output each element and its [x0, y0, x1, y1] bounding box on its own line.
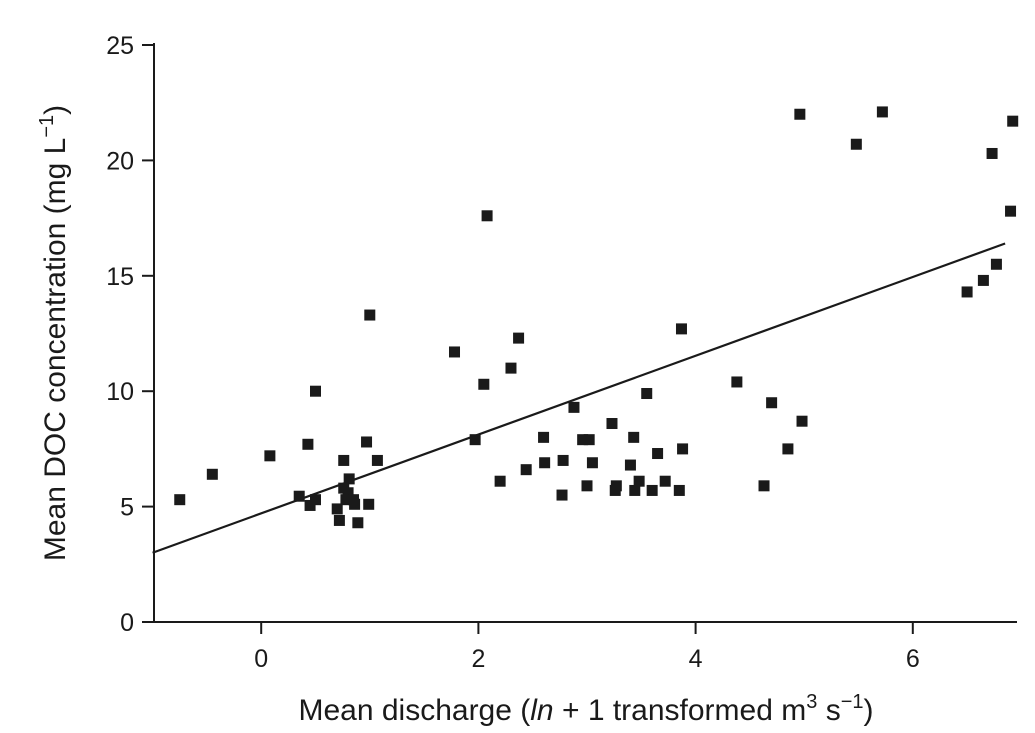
data-point: [505, 362, 517, 374]
y-tick-label: 5: [120, 494, 134, 522]
data-point: [349, 498, 361, 510]
data-point: [342, 487, 354, 499]
data-point: [513, 332, 525, 344]
data-point: [340, 494, 352, 506]
data-point: [876, 106, 888, 118]
x-tick-label: 6: [906, 645, 920, 673]
trendline-group: [152, 242, 1006, 554]
data-point: [850, 138, 862, 150]
data-point: [659, 475, 671, 487]
data-point: [338, 454, 350, 466]
data-points: [174, 106, 1019, 529]
data-point: [371, 454, 383, 466]
data-point: [556, 489, 568, 501]
x-tick-label: 0: [254, 645, 268, 673]
data-point: [264, 450, 276, 462]
data-point: [310, 494, 321, 506]
data-point: [1005, 205, 1017, 217]
data-point: [990, 258, 1002, 270]
data-point: [293, 490, 305, 502]
x-tick-label: 2: [471, 645, 485, 673]
trendline: [152, 242, 1006, 554]
data-point: [361, 436, 373, 448]
data-point: [677, 443, 689, 455]
data-point: [986, 147, 998, 159]
data-point: [520, 464, 532, 476]
data-point: [606, 418, 618, 430]
data-point: [449, 346, 461, 358]
data-point: [304, 499, 316, 511]
data-point: [174, 494, 186, 506]
y-tick-label: 10: [106, 378, 134, 406]
data-point: [758, 480, 770, 492]
data-point: [586, 457, 598, 469]
data-point: [652, 448, 664, 460]
y-tick-label: 25: [106, 32, 134, 60]
y-axis-label: Mean DOC concentration (mg L−1): [36, 105, 72, 561]
data-point: [352, 517, 364, 529]
data-point: [333, 514, 345, 526]
data-point: [675, 323, 687, 335]
axis-ticks: 0 5 10 15 20 25 0 2 4 6: [106, 32, 920, 673]
data-point: [782, 443, 794, 455]
axes: [153, 43, 1017, 623]
data-point: [577, 434, 589, 446]
data-point: [469, 434, 481, 446]
data-point: [796, 415, 808, 427]
data-point: [646, 484, 658, 496]
data-point: [628, 431, 640, 443]
data-point: [583, 434, 595, 446]
data-point: [538, 431, 550, 443]
y-tick-label: 15: [106, 263, 134, 291]
data-point: [331, 503, 343, 515]
data-point: [641, 388, 653, 400]
data-point: [731, 376, 743, 388]
y-tick-label: 20: [106, 147, 134, 175]
data-point: [673, 484, 685, 496]
data-point: [302, 438, 314, 450]
data-point: [766, 397, 778, 409]
data-point: [539, 457, 551, 469]
data-point: [610, 480, 622, 492]
data-point: [364, 309, 376, 321]
data-point: [363, 498, 375, 510]
data-point: [633, 475, 645, 487]
data-point: [629, 484, 641, 496]
data-point: [961, 286, 973, 298]
data-point: [624, 459, 636, 471]
data-point: [568, 401, 580, 413]
data-point: [581, 480, 593, 492]
x-axis-label: Mean discharge (ln + 1 transformed m3 s−…: [298, 691, 873, 727]
x-tick-label: 4: [689, 645, 703, 673]
data-point: [343, 473, 355, 485]
data-point: [206, 468, 218, 480]
data-point: [557, 454, 569, 466]
data-point: [481, 210, 493, 222]
data-point: [310, 385, 321, 397]
data-point: [478, 378, 490, 390]
data-point: [977, 274, 989, 286]
data-point: [494, 475, 506, 487]
y-tick-label: 0: [120, 609, 134, 637]
data-point: [794, 108, 806, 120]
data-point: [1007, 115, 1019, 127]
